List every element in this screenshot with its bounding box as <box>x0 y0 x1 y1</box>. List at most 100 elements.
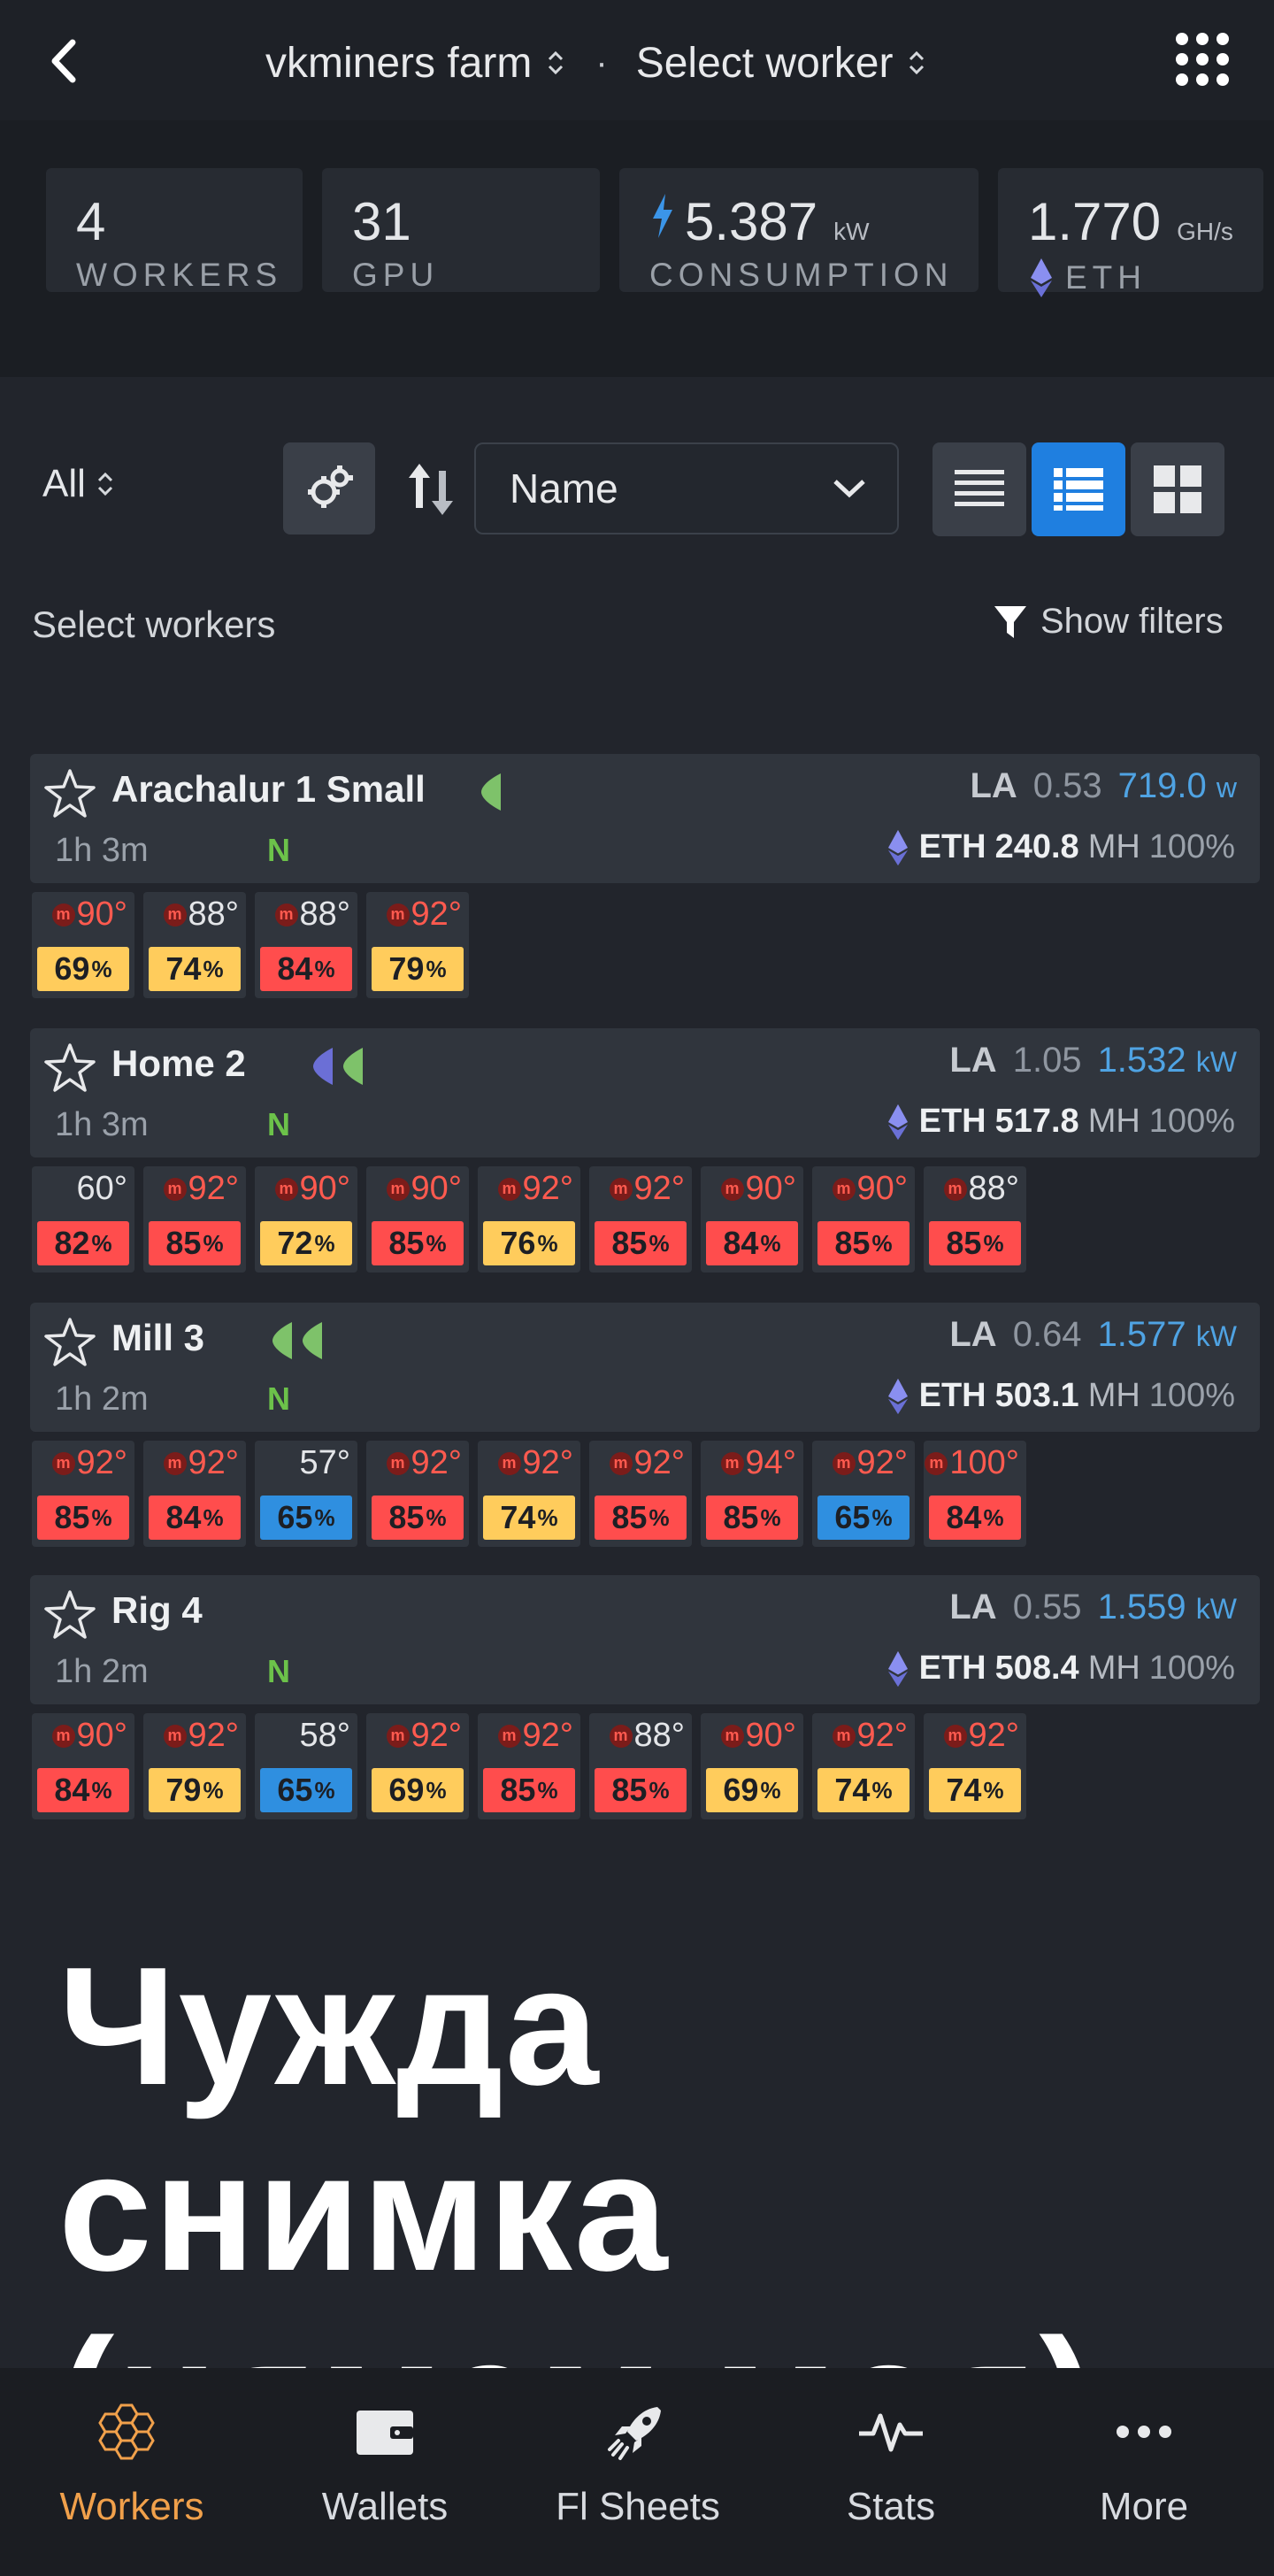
show-filters-button[interactable]: Show filters <box>993 602 1224 642</box>
gpu-fan-value: 85 <box>54 1499 90 1535</box>
worker-header[interactable]: Home 2 1h 3m N LA 1.05 1.532 kW ETH 517.8 MH 100% <box>30 1028 1260 1157</box>
view-grid-button[interactable] <box>1131 442 1224 536</box>
gpu-list: m 90° 69% m 88° 74% m 88° 84% m 92° 79% <box>30 892 1260 998</box>
gpu-fan-value: 84 <box>165 1499 202 1535</box>
gpu-fan-value: 65 <box>834 1499 871 1535</box>
gpu-fan: 85% <box>37 1496 129 1540</box>
sort-field-select[interactable]: Name <box>474 442 899 534</box>
gpu-tile[interactable]: m 92° 74% <box>478 1441 580 1547</box>
nav-workers[interactable]: Workers <box>21 2400 242 2529</box>
bulk-actions-button[interactable] <box>283 442 375 534</box>
star-icon[interactable] <box>42 766 97 821</box>
gpu-fan-value: 72 <box>277 1225 313 1261</box>
farm-name: vkminers farm <box>265 39 533 87</box>
gpu-tile[interactable]: m 92° 85% <box>366 1441 469 1547</box>
filter-all-selector[interactable]: All <box>42 462 116 506</box>
gpu-temp: m 88° <box>163 896 239 934</box>
worker-load-power: LA 0.53 719.0 w <box>970 766 1237 806</box>
gpu-tile[interactable]: m 92° 85% <box>143 1166 246 1273</box>
worker-header[interactable]: Mill 3 1h 2m N LA 0.64 1.577 kW ETH 503.1 MH 100% <box>30 1303 1260 1432</box>
gpu-tile[interactable]: m 90° 72% <box>255 1166 357 1273</box>
nav-more[interactable]: More <box>1033 2400 1255 2529</box>
gpu-tile[interactable]: m 92° 79% <box>143 1713 246 1819</box>
worker-header[interactable]: Arachalur 1 Small 1h 3m N LA 0.53 719.0 w ETH 2… <box>30 754 1260 883</box>
gpu-temp-value: 92° <box>411 896 462 933</box>
gpu-fan-value: 85 <box>500 1772 536 1808</box>
gpu-tile[interactable]: m 90° 85% <box>812 1166 915 1273</box>
gpu-tile[interactable]: m 90° 85% <box>366 1166 469 1273</box>
gpu-tile[interactable]: 58° 65% <box>255 1713 357 1819</box>
worker-uptime: 1h 3m <box>55 1106 149 1143</box>
gpu-fan-value: 85 <box>388 1225 425 1261</box>
gpu-tile[interactable]: m 92° 85% <box>478 1713 580 1819</box>
gpu-temp: m 92° <box>497 1170 573 1208</box>
wallet-icon <box>357 2411 413 2455</box>
gpu-tile[interactable]: m 90° 84% <box>701 1166 803 1273</box>
gpu-tile[interactable]: m 88° 85% <box>924 1166 1026 1273</box>
gpu-tile[interactable]: m 88° 84% <box>255 892 357 998</box>
nav-wallets[interactable]: Wallets <box>274 2400 495 2529</box>
gpu-tile[interactable]: m 90° 69% <box>32 892 134 998</box>
gpu-tile[interactable]: 57° 65% <box>255 1441 357 1547</box>
gpu-tile[interactable]: 60° 82% <box>32 1166 134 1273</box>
updown-chevron-icon <box>909 50 925 75</box>
memory-temp-icon: m <box>832 1724 856 1748</box>
gpu-fan-value: 85 <box>611 1225 648 1261</box>
gpu-tile[interactable]: m 100° 84% <box>924 1441 1026 1547</box>
gpu-tile[interactable]: m 92° 79% <box>366 892 469 998</box>
gpu-temp: m 92° <box>386 1444 462 1482</box>
view-detailed-list-button[interactable] <box>1032 442 1125 536</box>
apps-grid-icon[interactable] <box>1173 30 1232 88</box>
gpu-tile[interactable]: m 92° 74% <box>924 1713 1026 1819</box>
gpu-fan-value: 84 <box>277 950 313 987</box>
filter-all-label: All <box>42 462 86 505</box>
star-icon[interactable] <box>42 1041 97 1096</box>
gpu-temp-value: 58° <box>299 1717 350 1754</box>
header-title: vkminers farm · Select worker <box>265 32 928 94</box>
nav-label: Wallets <box>321 2485 449 2528</box>
worker-uptime: 1h 2m <box>55 1653 149 1690</box>
gpu-tile[interactable]: m 92° 85% <box>589 1441 692 1547</box>
gpu-tile[interactable]: m 92° 69% <box>366 1713 469 1819</box>
gpu-tile[interactable]: m 94° 85% <box>701 1441 803 1547</box>
star-icon[interactable] <box>42 1588 97 1642</box>
gpu-temp-value: 88° <box>188 896 239 933</box>
gpu-tile[interactable]: m 92° 65% <box>812 1441 915 1547</box>
sort-direction-icon[interactable] <box>405 458 458 520</box>
gpu-tile[interactable]: m 92° 84% <box>143 1441 246 1547</box>
hashrate-percent: 100% <box>1148 828 1235 865</box>
worker-selector[interactable]: Select worker <box>636 39 929 88</box>
select-workers-link[interactable]: Select workers <box>32 604 276 645</box>
nav-stats[interactable]: Stats <box>780 2400 1002 2529</box>
worker-card[interactable]: Arachalur 1 Small 1h 3m N LA 0.53 719.0 w ETH 2… <box>30 754 1260 998</box>
gpu-tile[interactable]: m 92° 74% <box>812 1713 915 1819</box>
header-separator: · <box>595 42 608 82</box>
gpu-tile[interactable]: m 92° 85% <box>589 1166 692 1273</box>
power-draw: 1.559 kW <box>1098 1588 1237 1627</box>
back-button[interactable] <box>39 30 92 92</box>
gpu-fan-value: 85 <box>723 1499 759 1535</box>
worker-card[interactable]: Home 2 1h 3m N LA 1.05 1.532 kW ETH 517.8 MH 100%… <box>30 1028 1260 1273</box>
gears-icon <box>308 465 353 508</box>
gpu-temp: 60° <box>77 1170 127 1208</box>
view-list-button[interactable] <box>932 442 1026 536</box>
gpu-fan-value: 74 <box>946 1772 982 1808</box>
gpu-fan: 85% <box>817 1221 909 1265</box>
worker-card[interactable]: Mill 3 1h 2m N LA 0.64 1.577 kW ETH 503.1 MH 100%… <box>30 1303 1260 1547</box>
gpu-tile[interactable]: m 92° 85% <box>32 1441 134 1547</box>
farm-selector[interactable]: vkminers farm <box>265 39 567 88</box>
memory-temp-icon: m <box>386 903 410 927</box>
memory-temp-icon: m <box>609 1177 633 1201</box>
gpu-tile[interactable]: m 92° 76% <box>478 1166 580 1273</box>
star-icon[interactable] <box>42 1315 97 1370</box>
worker-header[interactable]: Rig 4 1h 2m N LA 0.55 1.559 kW ETH 508.4 MH 100% <box>30 1575 1260 1704</box>
gpu-fan: 84% <box>706 1221 798 1265</box>
stat-gpu: 31 GPU <box>322 168 600 293</box>
gpu-tile[interactable]: m 90° 84% <box>32 1713 134 1819</box>
nav-fl-sheets[interactable]: Fl Sheets <box>527 2400 748 2529</box>
gpu-tile[interactable]: m 88° 85% <box>589 1713 692 1819</box>
gpu-tile[interactable]: m 90° 69% <box>701 1713 803 1819</box>
gpu-tile[interactable]: m 88° 74% <box>143 892 246 998</box>
gpu-fan: 84% <box>149 1496 241 1540</box>
worker-card[interactable]: Rig 4 1h 2m N LA 0.55 1.559 kW ETH 508.4 MH 100% m… <box>30 1575 1260 1819</box>
